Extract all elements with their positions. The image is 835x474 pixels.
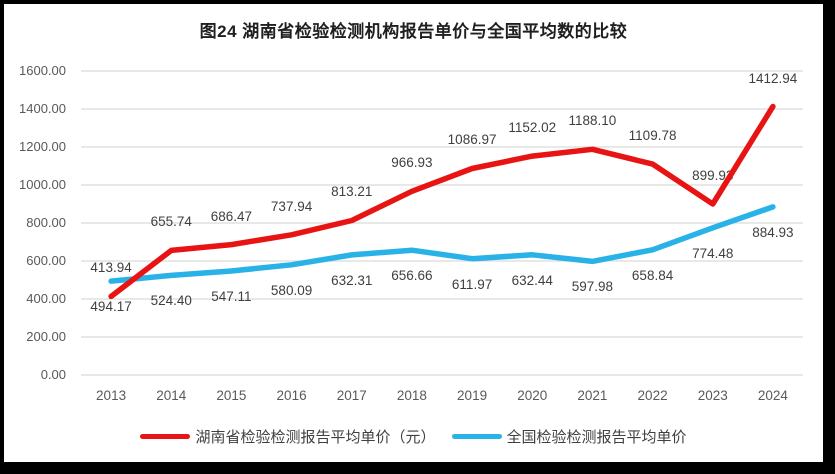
data-label: 899.93 <box>692 168 734 183</box>
data-label: 656.66 <box>391 268 433 284</box>
x-axis-tick-label: 2015 <box>216 388 247 403</box>
y-axis-tick-label: 1200.00 <box>19 139 66 154</box>
y-axis-tick-label: 1600.00 <box>19 63 66 78</box>
data-label: 1086.97 <box>447 132 497 148</box>
data-label: 580.09 <box>270 282 313 298</box>
axis-labels-layer: 0.00 200.00 400.00 600.00 800.00 1000.00 1200.… <box>4 4 823 462</box>
gridlines-layer <box>81 70 803 376</box>
data-label: 494.17 <box>90 299 132 315</box>
x-axis-tick-label: 2021 <box>577 388 608 403</box>
chart-title: 图24 湖南省检验检测机构报告单价与全国平均数的比较 <box>199 22 628 41</box>
data-label: 966.93 <box>391 155 433 171</box>
legend-item: 湖南省检验检测报告平均单价（元） <box>140 426 436 447</box>
data-label: 611.97 <box>451 276 493 292</box>
data-label: 632.44 <box>511 272 553 288</box>
y-axis-tick-label: 400.00 <box>26 291 66 306</box>
data-label: 1152.02 <box>508 120 557 136</box>
y-axis-tick-label: 800.00 <box>26 215 66 230</box>
chart-legend: 湖南省检验检测报告平均单价（元） 全国检验检测报告平均单价 <box>4 425 823 447</box>
legend-swatch <box>451 433 502 439</box>
x-axis-tick-label: 2023 <box>697 388 728 403</box>
y-axis-tick-label: 1400.00 <box>19 101 66 116</box>
x-axis-tick-label: 2016 <box>276 388 307 403</box>
data-label: 655.74 <box>150 214 192 230</box>
x-axis-tick-label: 2020 <box>517 388 548 403</box>
legend-item: 全国检验检测报告平均单价 <box>451 426 687 447</box>
data-label: 1412.94 <box>748 70 798 86</box>
x-axis-tick-label: 2013 <box>96 388 127 403</box>
x-axis-tick-label: 2018 <box>396 388 427 403</box>
data-label: 737.94 <box>270 198 313 214</box>
legend-label: 湖南省检验检测报告平均单价（元） <box>195 428 436 446</box>
series-line-1 <box>108 204 776 284</box>
data-label: 1109.78 <box>628 128 677 144</box>
data-label: 413.94 <box>90 260 132 276</box>
legend-label: 全国检验检测报告平均单价 <box>506 428 687 446</box>
data-label: 884.93 <box>752 224 794 240</box>
y-axis-tick-label: 600.00 <box>26 253 66 268</box>
data-label: 686.47 <box>210 208 253 224</box>
data-label: 774.48 <box>692 245 734 261</box>
series-line-0 <box>108 103 776 300</box>
data-label: 813.21 <box>331 184 373 200</box>
data-label: 524.40 <box>150 293 192 309</box>
chart-panel: 图24 湖南省检验检测机构报告单价与全国平均数的比较 0.00 200.00 400… <box>4 4 823 462</box>
x-axis-tick-label: 2024 <box>757 388 788 403</box>
data-label: 1188.10 <box>568 113 617 129</box>
data-label: 547.11 <box>211 289 252 305</box>
y-axis-tick-label: 200.00 <box>26 329 66 344</box>
legend-swatch <box>140 433 191 439</box>
x-axis-tick-label: 2019 <box>457 388 488 403</box>
y-axis-tick-label: 0.00 <box>40 367 66 382</box>
x-axis-tick-label: 2014 <box>156 388 187 403</box>
x-axis-tick-label: 2022 <box>637 388 668 403</box>
data-labels-layer: 413.94 655.74 686.47 737.94 813.21 966.93 1086… <box>4 4 823 462</box>
y-axis-tick-label: 1000.00 <box>19 177 66 192</box>
data-label: 632.31 <box>331 272 373 288</box>
data-label: 658.84 <box>631 267 674 283</box>
x-axis-tick-label: 2017 <box>336 388 367 403</box>
data-label: 597.98 <box>571 279 614 295</box>
series-lines-layer <box>108 103 776 300</box>
